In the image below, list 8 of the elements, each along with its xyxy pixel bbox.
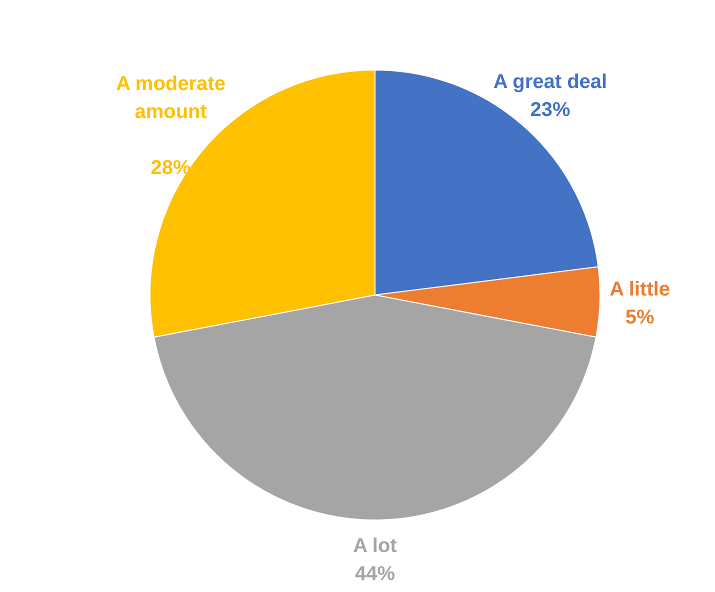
slice-label: A moderate amount xyxy=(116,73,226,124)
data-label: 28% xyxy=(150,157,192,180)
data-label: 23% xyxy=(530,99,570,122)
data-label: 44% xyxy=(354,563,396,585)
slice-label: A little xyxy=(610,278,670,300)
slice-label: A great deal xyxy=(493,71,608,94)
slice-label: A lot xyxy=(353,535,398,557)
data-label: 5% xyxy=(625,306,655,328)
